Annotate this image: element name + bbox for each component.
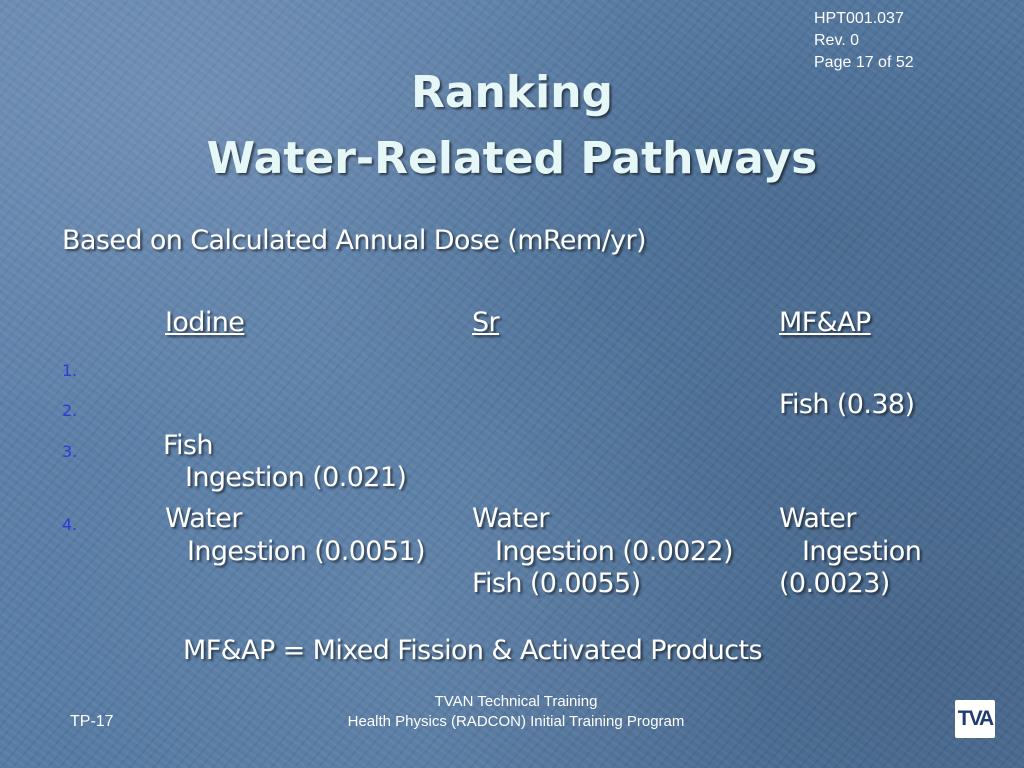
document-revision: Rev. 0 — [814, 32, 860, 49]
document-id: HPT001.037 — [814, 10, 904, 27]
tva-logo-text: TVA — [957, 707, 994, 730]
iodine-rank-3-line-1: Fish — [163, 430, 213, 461]
slide-title-line-2: Water-Related Pathways — [206, 133, 818, 184]
mfap-rank-4-line-2: Ingestion — [802, 536, 922, 567]
slide-title: Ranking Water-Related Pathways — [0, 60, 1024, 192]
sr-rank-4-line-2: Ingestion (0.0022) — [495, 536, 734, 567]
footer-line-1: TVAN Technical Training — [434, 693, 598, 710]
document-reference: HPT001.037 Rev. 0 Page 17 of 52 — [814, 8, 914, 74]
column-header-iodine: Iodine — [165, 307, 245, 338]
sr-rank-4-line-1: Water — [472, 503, 549, 534]
list-number-4: 4. — [62, 515, 78, 534]
document-page: Page 17 of 52 — [814, 54, 914, 71]
footnote-definition: MF&AP = Mixed Fission & Activated Produc… — [183, 635, 763, 666]
column-header-mfap: MF&AP — [779, 307, 871, 338]
mfap-rank-4-line-3: (0.0023) — [779, 568, 890, 599]
tva-logo: TVA — [955, 700, 995, 738]
slide-subtitle: Based on Calculated Annual Dose (mRem/yr… — [62, 225, 647, 256]
footer-line-2: Health Physics (RADCON) Initial Training… — [347, 713, 685, 730]
mfap-rank-2: Fish (0.38) — [779, 389, 915, 420]
footer-program: TVAN Technical Training Health Physics (… — [0, 692, 1024, 732]
list-number-2: 2. — [62, 401, 78, 420]
iodine-rank-4-line-2: Ingestion (0.0051) — [187, 536, 426, 567]
iodine-rank-3-line-2: Ingestion (0.021) — [185, 462, 407, 493]
slide-title-line-1: Ranking — [410, 67, 614, 118]
mfap-rank-4-line-1: Water — [779, 503, 856, 534]
slide-number: TP-17 — [70, 713, 114, 730]
list-number-3: 3. — [62, 442, 78, 461]
column-header-sr: Sr — [472, 307, 500, 338]
sr-rank-4-line-3: Fish (0.0055) — [472, 568, 641, 599]
iodine-rank-4-line-1: Water — [165, 503, 242, 534]
list-number-1: 1. — [62, 361, 78, 380]
